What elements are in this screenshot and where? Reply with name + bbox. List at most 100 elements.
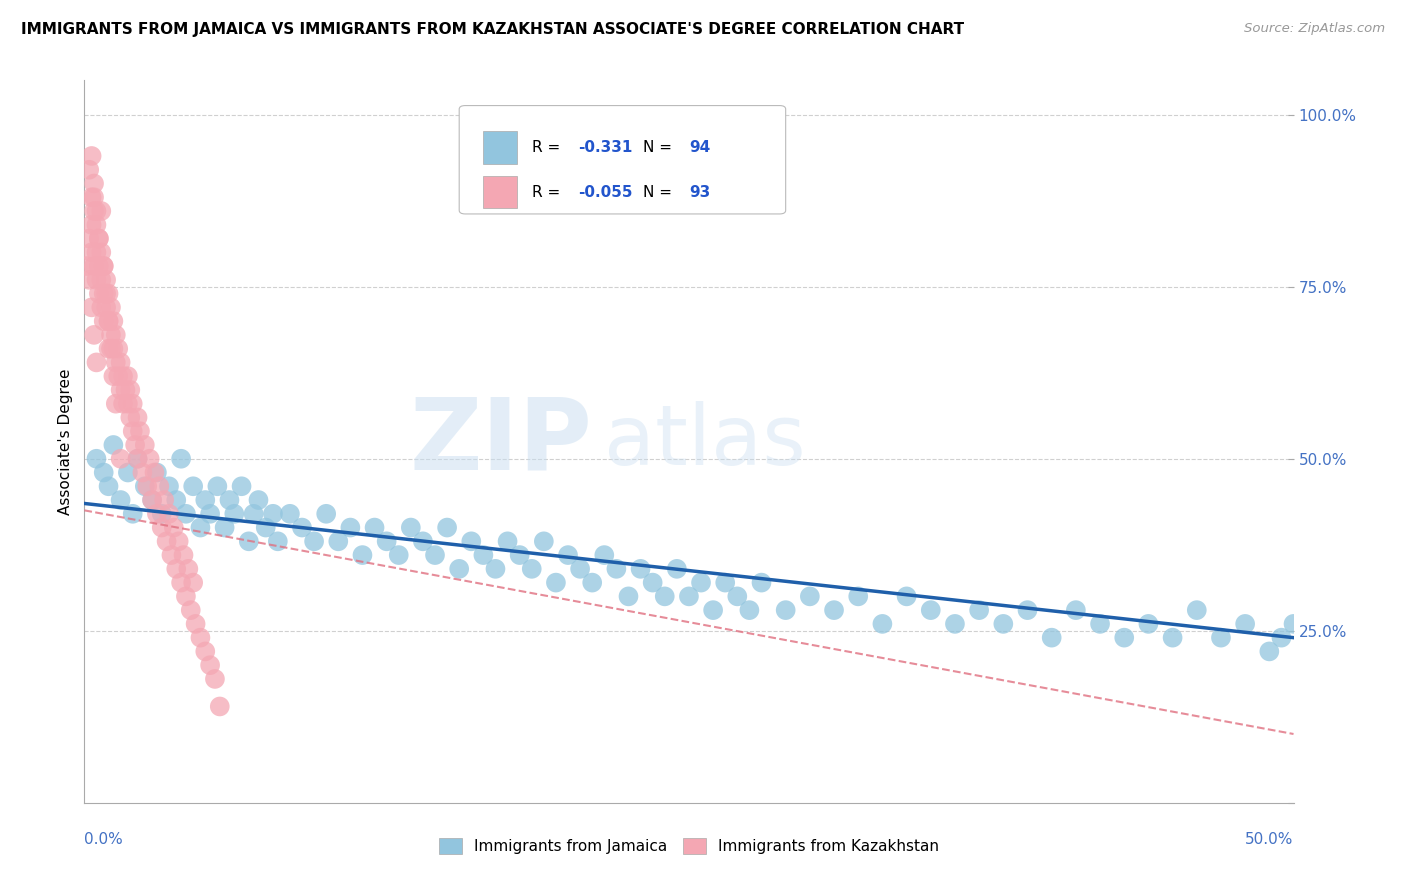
Point — [823, 603, 845, 617]
Point — [93, 314, 115, 328]
Point — [87, 231, 110, 245]
Point — [1185, 603, 1208, 617]
Point — [173, 548, 195, 562]
Point — [97, 286, 120, 301]
Point — [93, 259, 115, 273]
Point — [86, 204, 108, 219]
Point — [1161, 631, 1184, 645]
Point — [872, 616, 894, 631]
Point — [412, 534, 434, 549]
Point — [167, 534, 190, 549]
Point — [375, 534, 398, 549]
Point — [520, 562, 543, 576]
Point — [496, 534, 519, 549]
Point — [110, 383, 132, 397]
Point — [93, 259, 115, 273]
Point — [90, 245, 112, 260]
Point — [174, 507, 197, 521]
Point — [799, 590, 821, 604]
Point — [114, 383, 136, 397]
Point — [1282, 616, 1305, 631]
Point — [630, 562, 652, 576]
Point — [581, 575, 603, 590]
Point — [86, 355, 108, 369]
Text: R =: R = — [531, 140, 565, 155]
Point — [846, 590, 869, 604]
Point — [328, 534, 350, 549]
Point — [943, 616, 966, 631]
Point — [100, 342, 122, 356]
Point — [112, 397, 135, 411]
Point — [94, 286, 117, 301]
Point — [103, 438, 125, 452]
Point — [247, 493, 270, 508]
Point — [150, 507, 173, 521]
Point — [124, 438, 146, 452]
Point — [231, 479, 253, 493]
Point — [93, 466, 115, 480]
Text: -0.055: -0.055 — [578, 185, 633, 200]
Point — [97, 342, 120, 356]
Point — [198, 658, 221, 673]
Point — [104, 355, 127, 369]
Point — [165, 493, 187, 508]
Point — [967, 603, 990, 617]
Point — [87, 259, 110, 273]
Point — [97, 479, 120, 493]
Point — [103, 342, 125, 356]
Point — [315, 507, 337, 521]
Point — [738, 603, 761, 617]
Point — [174, 590, 197, 604]
Point — [388, 548, 411, 562]
Point — [76, 259, 98, 273]
Text: atlas: atlas — [605, 401, 806, 482]
Point — [121, 507, 143, 521]
Text: IMMIGRANTS FROM JAMAICA VS IMMIGRANTS FROM KAZAKHSTAN ASSOCIATE'S DEGREE CORRELA: IMMIGRANTS FROM JAMAICA VS IMMIGRANTS FR… — [21, 22, 965, 37]
Point — [121, 397, 143, 411]
Point — [90, 301, 112, 315]
Point — [1258, 644, 1281, 658]
Point — [1137, 616, 1160, 631]
Point — [165, 562, 187, 576]
Point — [533, 534, 555, 549]
Point — [138, 451, 160, 466]
Point — [278, 507, 301, 521]
Point — [617, 590, 640, 604]
Point — [127, 451, 149, 466]
Point — [104, 397, 127, 411]
Point — [238, 534, 260, 549]
Point — [509, 548, 531, 562]
Point — [339, 520, 361, 534]
Text: 50.0%: 50.0% — [1246, 831, 1294, 847]
Point — [160, 548, 183, 562]
Point — [702, 603, 724, 617]
Point — [920, 603, 942, 617]
Point — [110, 493, 132, 508]
Point — [352, 548, 374, 562]
Text: ZIP: ZIP — [409, 393, 592, 490]
Point — [112, 369, 135, 384]
Point — [460, 534, 482, 549]
Text: N =: N = — [643, 140, 676, 155]
Point — [177, 562, 200, 576]
Point — [120, 383, 142, 397]
Point — [104, 327, 127, 342]
Point — [83, 259, 105, 273]
Point — [148, 479, 170, 493]
Point — [80, 149, 103, 163]
Point — [1234, 616, 1257, 631]
Point — [83, 204, 105, 219]
Point — [83, 327, 105, 342]
Point — [714, 575, 737, 590]
Point — [208, 699, 231, 714]
Point — [143, 466, 166, 480]
Point — [103, 369, 125, 384]
Point — [484, 562, 506, 576]
Text: 93: 93 — [689, 185, 710, 200]
Point — [725, 590, 748, 604]
Point — [678, 590, 700, 604]
Point — [127, 451, 149, 466]
Point — [86, 273, 108, 287]
Point — [1114, 631, 1136, 645]
Point — [214, 520, 236, 534]
